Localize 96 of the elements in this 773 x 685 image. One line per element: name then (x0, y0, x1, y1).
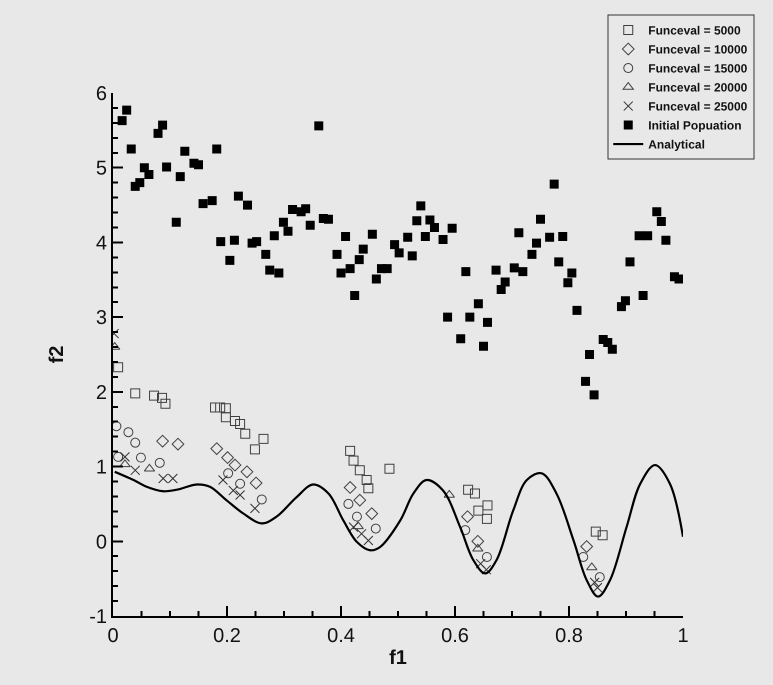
y-tick-label: 4 (96, 232, 107, 254)
point (235, 418, 246, 429)
point (130, 388, 140, 398)
point (592, 582, 602, 593)
point (353, 494, 366, 507)
point (472, 544, 484, 552)
point (130, 438, 140, 448)
point (157, 392, 168, 403)
x-tick-label: 0.4 (327, 625, 355, 647)
point (363, 536, 374, 546)
point (348, 456, 359, 466)
point (362, 475, 372, 486)
point (228, 458, 242, 472)
y-axis-title: f2 (46, 346, 68, 364)
x-tick-label: 1 (677, 625, 689, 647)
point (598, 530, 608, 540)
point (363, 483, 374, 494)
point (113, 362, 124, 372)
point (240, 465, 254, 478)
legend-label: Funceval = 15000 (648, 62, 748, 76)
point (210, 402, 220, 413)
point (586, 562, 598, 570)
point (123, 427, 134, 438)
point (460, 525, 470, 536)
point (130, 465, 140, 476)
point (223, 468, 234, 478)
point (471, 534, 484, 548)
y-tick-label: 1 (96, 456, 107, 479)
y-tick-label: -1 (89, 606, 107, 628)
legend-label: Analytical (648, 138, 705, 152)
point (136, 452, 146, 463)
point (230, 416, 240, 426)
point (221, 451, 234, 464)
point (356, 528, 367, 539)
legend-label: Funceval = 10000 (648, 42, 748, 57)
point (481, 564, 492, 575)
point (348, 522, 359, 532)
point (250, 444, 260, 454)
x-tick-label: 0.8 (555, 625, 583, 647)
point (473, 506, 484, 516)
y-tick-label: 2 (96, 382, 107, 404)
point (156, 434, 169, 448)
point (113, 452, 124, 462)
point (343, 498, 354, 509)
point (384, 464, 394, 474)
point (119, 459, 131, 468)
point (210, 442, 224, 455)
point (220, 403, 231, 414)
point (463, 484, 474, 495)
point (590, 526, 601, 537)
point (578, 552, 588, 562)
point (594, 572, 605, 582)
point (235, 478, 246, 489)
point (240, 428, 250, 439)
point (370, 524, 381, 534)
point (154, 458, 165, 468)
y-tick-label: 3 (96, 307, 107, 330)
point (461, 510, 474, 523)
point (144, 464, 156, 472)
x-tick-label: 0.2 (213, 625, 241, 647)
point (482, 552, 492, 562)
point (444, 490, 455, 498)
point (352, 512, 362, 522)
point (258, 434, 268, 444)
point (580, 540, 594, 553)
point (365, 507, 378, 520)
point (250, 476, 262, 490)
point (590, 577, 600, 588)
y-tick-label: 6 (96, 83, 107, 105)
x-axis-title: f1 (389, 647, 407, 669)
point (228, 485, 238, 496)
legend-label: Funceval = 25000 (648, 100, 748, 114)
point (120, 452, 130, 462)
point (218, 475, 228, 486)
point (215, 402, 226, 413)
point (482, 514, 492, 524)
point (256, 494, 267, 504)
y-tick-label: 5 (96, 158, 107, 180)
legend-label: Funceval = 20000 (648, 80, 748, 95)
point (172, 438, 184, 451)
y-tick-label: 0 (96, 531, 107, 554)
point (476, 558, 486, 569)
point (220, 412, 231, 422)
point (344, 481, 356, 494)
point (250, 503, 260, 514)
point (470, 488, 480, 498)
legend-label: Initial Popuation (648, 118, 742, 133)
point (149, 390, 160, 401)
point (345, 446, 356, 456)
point (235, 490, 246, 500)
point (482, 500, 492, 510)
point (160, 398, 170, 409)
x-tick-label: 0.6 (441, 625, 469, 647)
point (354, 465, 365, 476)
legend-label: Funceval = 5000 (648, 24, 741, 38)
point (352, 521, 364, 530)
